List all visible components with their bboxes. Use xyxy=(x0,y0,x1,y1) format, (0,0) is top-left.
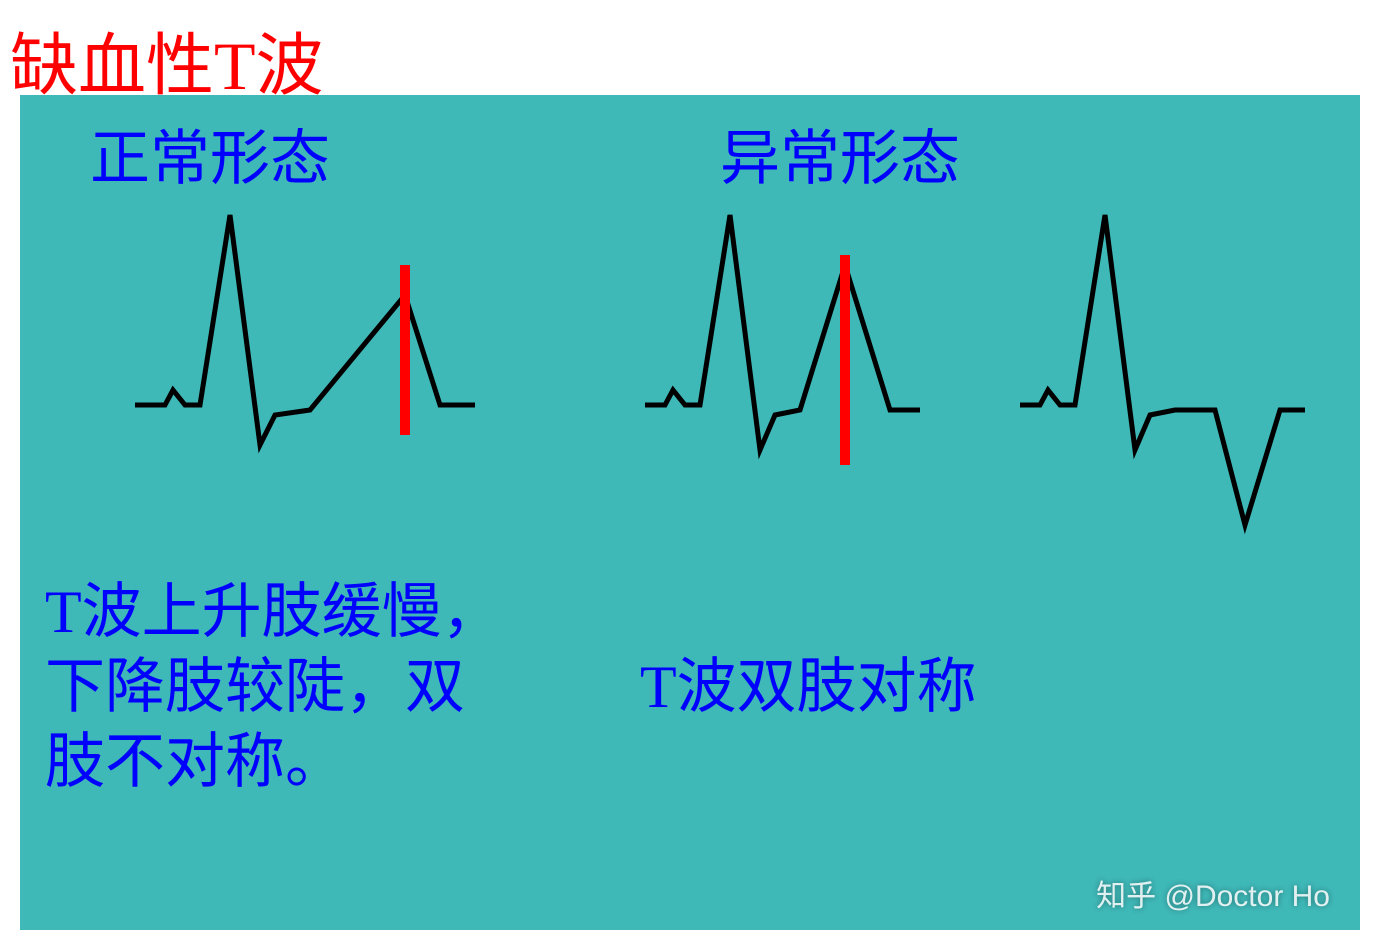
abnormal-ecg-waveform-2 xyxy=(1020,205,1320,545)
normal-ecg-waveform xyxy=(135,205,495,485)
watermark: 知乎 @Doctor Ho xyxy=(1096,871,1330,915)
abnormal-label: 异常形态 xyxy=(720,110,960,197)
normal-label: 正常形态 xyxy=(90,110,330,197)
diagram-panel: 正常形态 异常形态 T波上升肢缓慢， 下降肢较陡，双 肢不对称。 T波双肢对称 … xyxy=(20,95,1360,930)
normal-ecg-path xyxy=(135,215,475,445)
abnormal-ecg-waveform-1 xyxy=(645,205,945,495)
abnormal-ecg2-path xyxy=(1020,215,1305,525)
abnormal-ecg1-path xyxy=(645,215,920,450)
normal-description: T波上升肢缓慢， 下降肢较陡，双 肢不对称。 xyxy=(45,575,502,800)
abnormal-description: T波双肢对称 xyxy=(640,650,977,725)
